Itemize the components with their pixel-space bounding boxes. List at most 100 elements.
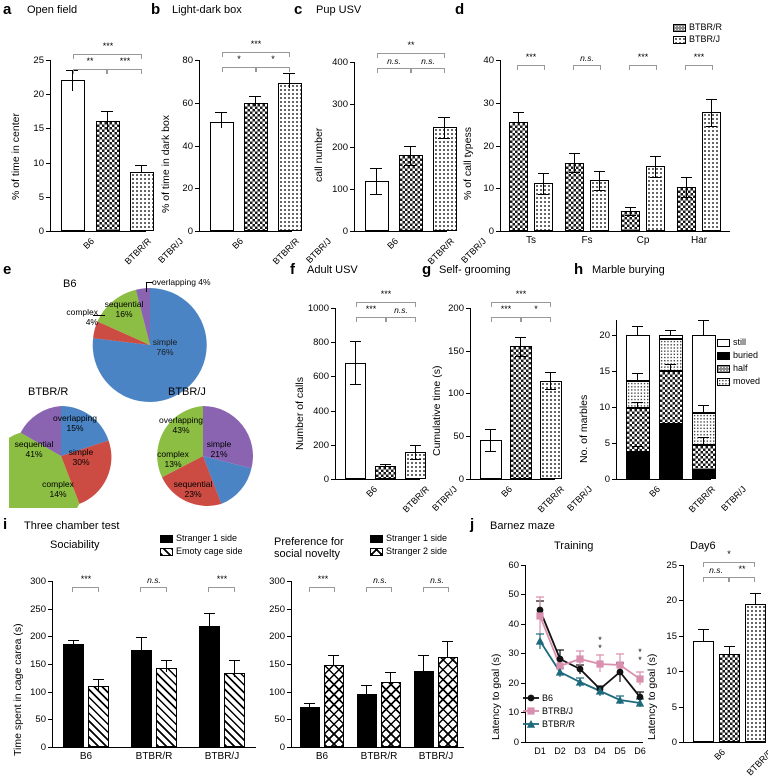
- panel-j-left-ylabel: Latency to goal (s): [490, 653, 502, 740]
- xcat-har: Har: [690, 235, 708, 246]
- legend-label-half: half: [733, 363, 748, 373]
- bar-i2-btbrj-s1: [414, 671, 434, 747]
- bar-har-btbrr: [677, 187, 696, 231]
- bar-btbrr: [510, 346, 532, 479]
- sig-cp: ***: [637, 52, 649, 62]
- bar-btbrr: [399, 155, 423, 231]
- pie-btbrj-overlapping-label: overlapping 43%: [159, 415, 203, 435]
- pie-btbrr-title: BTBR/R: [28, 386, 69, 398]
- bar-fs-btbrj: [590, 180, 609, 231]
- legend-label-emptycage: Emoty cage side: [176, 546, 243, 556]
- xcat-fs: Fs: [581, 235, 593, 246]
- panel-i-left-title: Sociability: [50, 539, 100, 551]
- panel-d: d BTBR/R BTBR/J % of call typess 0 10 20…: [451, 0, 768, 255]
- panel-a-xaxis: [50, 231, 146, 233]
- bar-i2-btbrr-s2: [381, 682, 401, 747]
- legend-swatch-btbrj: [673, 35, 686, 44]
- xcat-b6: B6: [499, 484, 515, 499]
- sig-i2-b6: ***: [317, 574, 329, 584]
- sig-btbrr-btbrj: ***: [119, 56, 131, 66]
- xcat-d5: D5: [614, 746, 626, 756]
- panel-f-letter: f: [290, 261, 295, 278]
- legend-label-btrbj: BTRB/J: [542, 706, 574, 716]
- sig-i-btbrr: n.s.: [147, 575, 161, 585]
- sig-b6-btbrr: **: [86, 56, 94, 66]
- legend-swatch-stranger1-right: [370, 534, 383, 543]
- xcat-d1: D1: [534, 746, 546, 756]
- bar-b6: [61, 80, 85, 231]
- bar-btbrr: [96, 121, 120, 231]
- panel-f: f Adult USV Number of calls 0 200 400 60…: [290, 261, 460, 515]
- xcat-b6: B6: [364, 484, 380, 499]
- panel-j: j Barnez maze Training Day6 Latency to g…: [468, 508, 768, 780]
- panel-g: g Self- grooming Cumulative time (s) 0 5…: [422, 261, 595, 515]
- pie-b6-sequential-label: sequential 16%: [104, 299, 144, 319]
- sig-j-btbrr-btbrj: **: [738, 564, 746, 574]
- panel-i-left-legend: Stranger 1 side Emoty cage side: [160, 532, 243, 558]
- xcat-b6: B6: [230, 236, 246, 251]
- annot-d4: * *: [598, 635, 602, 653]
- panel-f-title: Adult USV: [307, 264, 358, 276]
- pie-b6-complex-label: complex 4%: [66, 307, 98, 327]
- xcat-i-b6: B6: [79, 751, 93, 762]
- panel-j-left-title: Training: [554, 540, 594, 552]
- bar-i2-btbrr-s1: [357, 694, 377, 747]
- panel-i: i Three chamber test Sociability Prefere…: [0, 508, 470, 780]
- xcat-cp: Cp: [636, 235, 650, 246]
- panel-i-title: Three chamber test: [24, 520, 120, 532]
- sig-i2-btbrj: n.s.: [430, 575, 444, 585]
- bar-i2-btbrj-s2: [438, 657, 458, 747]
- panel-b: b Light-dark box % of time in dark box 0…: [151, 1, 334, 267]
- panel-a-title: Open field: [27, 4, 78, 16]
- panel-h-title: Marble burying: [592, 264, 665, 276]
- legend-label-buried: buried: [733, 350, 759, 360]
- bar-i-b6-s1: [63, 644, 84, 747]
- bar-b6: [210, 122, 234, 231]
- panel-h-letter: h: [574, 261, 584, 278]
- legend-swatch-stranger2: [370, 547, 383, 556]
- legend-swatch-buried: [717, 351, 730, 360]
- bar-j-b6: [693, 641, 714, 742]
- legend-swatch-emptycage: [160, 547, 173, 556]
- sig-i-btbrj: ***: [216, 574, 228, 584]
- annot-d6: * *: [638, 647, 642, 665]
- bar-i-btbrj-empty: [224, 673, 245, 747]
- xcat-d3: D3: [574, 746, 586, 756]
- sig-j-b6-btbrr: n.s.: [709, 565, 723, 575]
- xcat-b6: B6: [385, 236, 401, 251]
- panel-d-legend: BTBR/R BTBR/J: [673, 22, 722, 44]
- xcat-d6: D6: [634, 746, 646, 756]
- panel-g-title: Self- grooming: [439, 264, 511, 276]
- legend-label-btbrr: BTBR/R: [542, 719, 576, 729]
- panel-a: a Open field % of time in center 0 5 10 …: [3, 1, 186, 267]
- panel-h-legend: still buried half moved: [717, 336, 760, 388]
- panel-c: c Pup USV call number 0 100 200 300 400 …: [294, 1, 489, 267]
- panel-i-right-title: Preference for social novelty: [274, 536, 344, 560]
- panel-j-title: Barnez maze: [490, 520, 555, 532]
- bar-fs-btbrr: [565, 163, 584, 231]
- bar-btbrj: [405, 452, 426, 479]
- bar-b6-buried: [626, 452, 650, 479]
- pie-btbrr-sequential-label: sequential 41%: [14, 439, 54, 459]
- bar-btbrj: [433, 127, 457, 231]
- bar-i-btbrj-s1: [199, 626, 220, 747]
- pie-btbrj-simple-label: simple 21%: [206, 439, 232, 459]
- bar-i-btbrr-empty: [156, 668, 177, 747]
- pie-btbrr: [9, 406, 112, 508]
- bar-btbrj-buried: [692, 470, 716, 479]
- pie-b6-title: B6: [63, 278, 77, 290]
- xcat-d2: D2: [554, 746, 566, 756]
- xcat-ts: Ts: [526, 235, 536, 246]
- legend-swatch-moved: [717, 377, 730, 386]
- legend-label-btbrr: BTBR/R: [689, 22, 723, 32]
- panel-g-ylabel: Cumulative time (s): [431, 365, 443, 456]
- bar-i2-b6-s2: [324, 665, 344, 747]
- bar-btbrj-half: [692, 445, 716, 470]
- panel-e-letter: e: [3, 261, 12, 278]
- panel-c-ylabel: call number: [313, 127, 325, 182]
- xcat-i2-btbrr: BTBR/R: [360, 751, 398, 762]
- sig-i-b6: ***: [80, 574, 92, 584]
- bar-btbrj: [540, 381, 562, 479]
- legend-swatch-still: [717, 338, 730, 347]
- panel-j-letter: j: [470, 516, 475, 533]
